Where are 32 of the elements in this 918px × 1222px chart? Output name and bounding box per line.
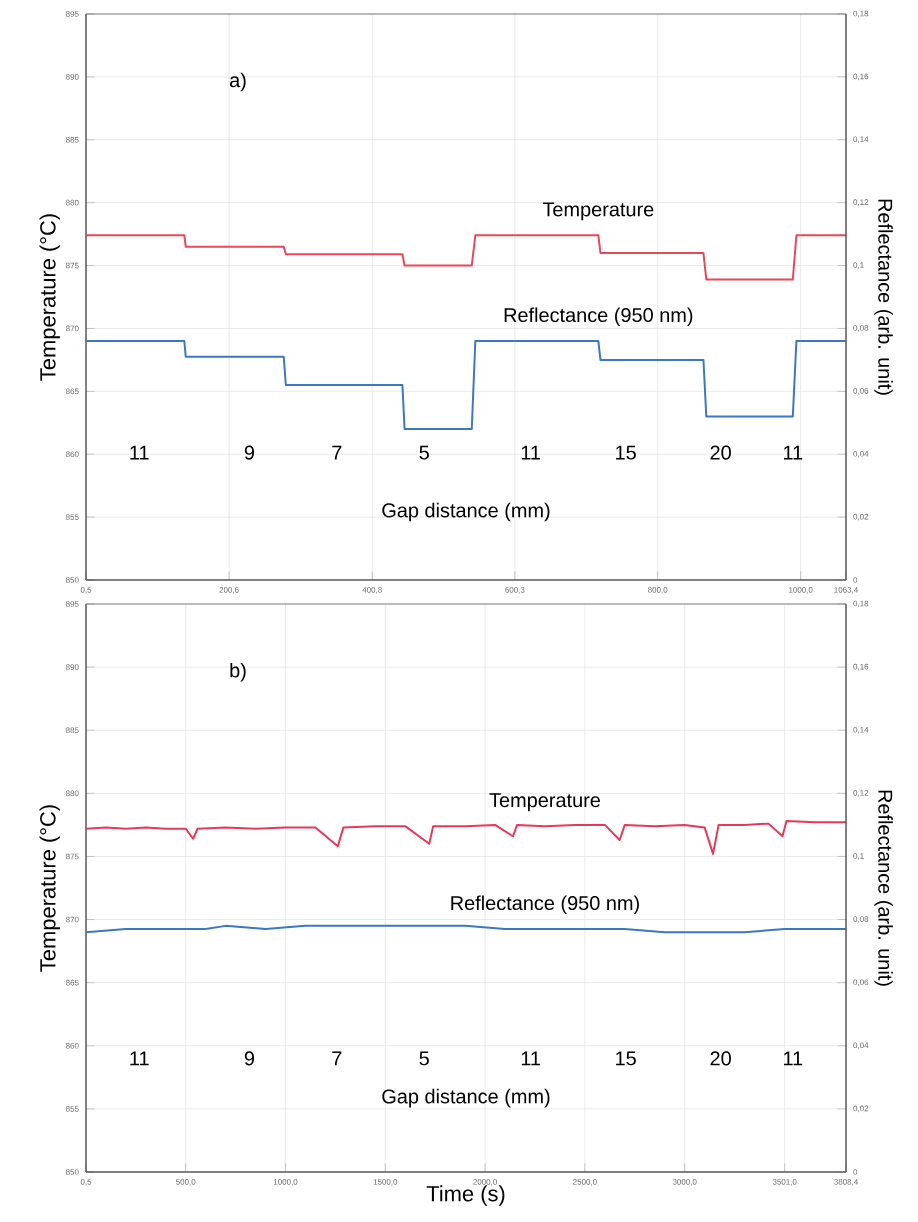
- annotation: 15: [616, 445, 636, 460]
- series-label: Temperature: [542, 202, 654, 221]
- annotation: 5: [419, 1051, 429, 1066]
- y-axis-title: Temperature (°C): [39, 214, 60, 381]
- annotation: 11: [521, 1051, 540, 1066]
- annotation: 20: [710, 445, 731, 460]
- annotation: 15: [616, 1051, 636, 1066]
- annotation: 11: [521, 445, 540, 460]
- annotation: 9: [244, 1051, 255, 1066]
- annotation: Gap distance (mm): [382, 502, 550, 522]
- line-series: [86, 234, 847, 281]
- series-label: Reflectance (950 nm): [451, 895, 639, 915]
- annotation: 11: [783, 445, 803, 460]
- line-series: [86, 820, 847, 855]
- annotation: 20: [710, 1051, 731, 1066]
- annotation: 7: [332, 1051, 342, 1066]
- series-label: Temperature: [489, 793, 600, 812]
- line-series: [86, 340, 847, 431]
- annotation: 11: [784, 1051, 803, 1066]
- annotation: 9: [244, 445, 255, 460]
- series-label: Reflectance (950 nm): [504, 307, 693, 326]
- annotation: 5: [419, 445, 429, 460]
- annotation: 11: [130, 445, 149, 460]
- y-axis-title: Temperature (°C): [39, 805, 60, 972]
- annotation: Gap distance (mm): [382, 1088, 550, 1108]
- annotation: b): [230, 662, 246, 682]
- annotation: 7: [332, 445, 342, 460]
- x-axis-title: Time (s): [426, 1185, 505, 1206]
- y2-axis-title: Reflectance (arb. unit): [874, 790, 893, 986]
- annotation: a): [229, 72, 246, 92]
- y2-axis-title: Reflectance (arb. unit): [874, 199, 893, 395]
- annotation: 11: [130, 1051, 149, 1066]
